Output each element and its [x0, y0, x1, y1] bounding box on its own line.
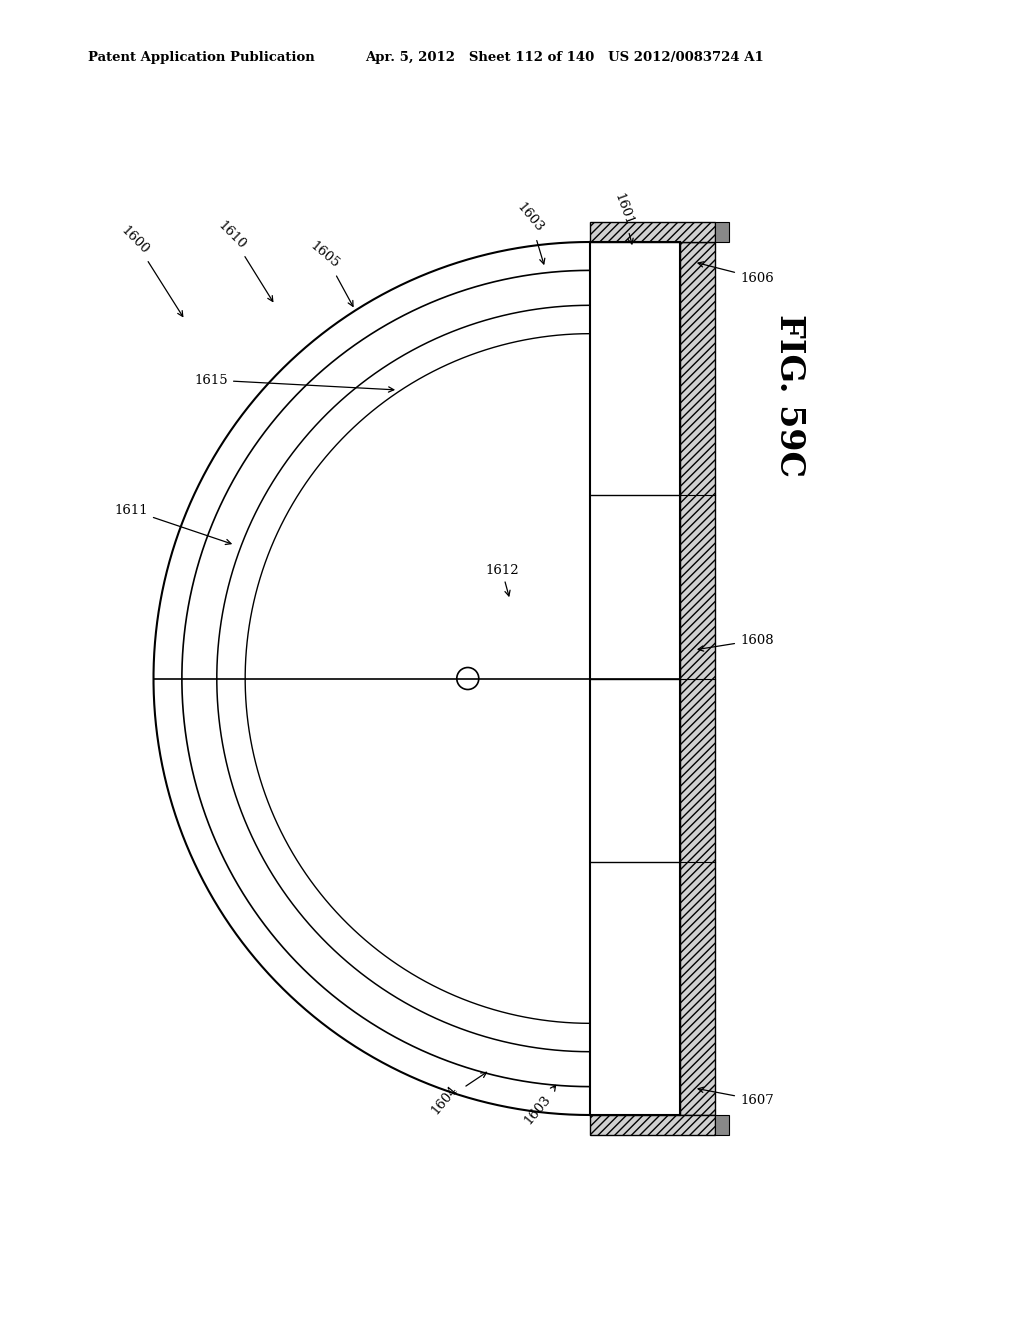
Text: Apr. 5, 2012   Sheet 112 of 140   US 2012/0083724 A1: Apr. 5, 2012 Sheet 112 of 140 US 2012/00… [365, 51, 764, 65]
Text: 1603: 1603 [522, 1085, 556, 1127]
Polygon shape [715, 222, 729, 242]
Text: 1612: 1612 [485, 564, 518, 595]
Text: 1603: 1603 [514, 201, 546, 264]
Text: 1608: 1608 [698, 634, 773, 651]
Polygon shape [590, 1115, 715, 1135]
Polygon shape [590, 222, 715, 242]
Text: 1615: 1615 [195, 374, 394, 392]
Text: 1611: 1611 [115, 503, 231, 544]
Text: 1604: 1604 [429, 1072, 486, 1117]
Text: FIG. 59C: FIG. 59C [773, 314, 807, 477]
Text: 1607: 1607 [698, 1088, 774, 1106]
Text: 1610: 1610 [215, 219, 272, 301]
Text: 1600: 1600 [118, 223, 182, 317]
Text: 1606: 1606 [698, 261, 774, 285]
Text: Patent Application Publication: Patent Application Publication [88, 51, 314, 65]
Text: 1605: 1605 [308, 239, 353, 306]
Polygon shape [680, 242, 715, 1115]
Text: 1601: 1601 [611, 191, 635, 244]
Polygon shape [715, 1115, 729, 1135]
